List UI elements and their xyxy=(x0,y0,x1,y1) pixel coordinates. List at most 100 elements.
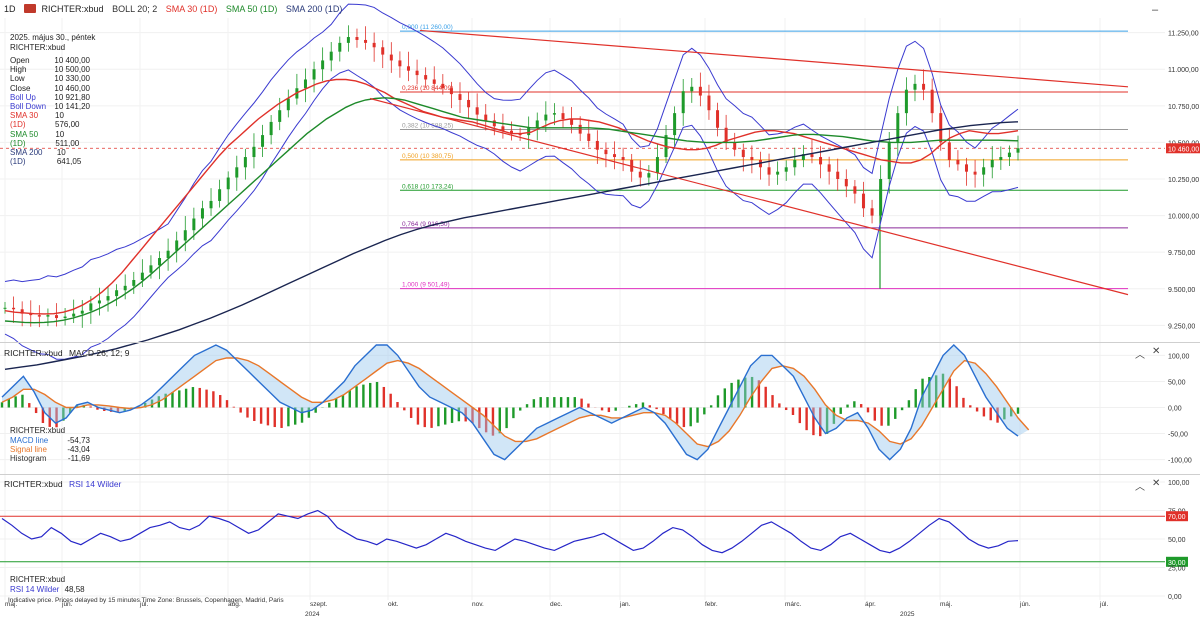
fib-label: 0,764 (9 916,50) xyxy=(402,221,450,228)
macd-histogram-bar xyxy=(778,403,781,408)
macd-histogram-bar xyxy=(491,407,495,436)
candle-body xyxy=(269,121,273,136)
candle-body xyxy=(638,171,642,178)
macd-collapse-button[interactable]: ︿ xyxy=(1135,350,1145,361)
ohlc-value: 10 921,80 xyxy=(54,92,90,102)
fib-label: 1,000 (9 501,49) xyxy=(402,282,450,289)
candle-body xyxy=(372,42,376,48)
ohlc-label: High xyxy=(10,65,27,75)
macd-histogram-bar xyxy=(894,407,897,419)
macd-axis-label: 50,00 xyxy=(1168,379,1186,386)
indicator-sma200[interactable]: SMA 200 (1D) xyxy=(285,4,343,14)
candle-body xyxy=(544,114,548,121)
macd-histogram-bar xyxy=(839,407,842,414)
rsi-threshold-tag xyxy=(1166,556,1188,567)
macd-histogram-bar xyxy=(716,395,720,408)
indicator-sma50[interactable]: SMA 50 (1D) xyxy=(225,4,278,14)
ohlc-row: Boll Down 10 141,20 xyxy=(10,102,90,111)
ohlc-value: 10 576,00 xyxy=(55,111,80,130)
macd-label: Signal line xyxy=(10,445,47,455)
candle-body xyxy=(63,316,67,319)
macd-histogram-bar xyxy=(975,407,979,412)
symbol-label[interactable]: RICHTER:xbud xyxy=(41,4,104,14)
price-axis-label: 10.000,00 xyxy=(1168,214,1199,221)
rsi-indicator-label[interactable]: RSI 14 Wilder xyxy=(68,479,122,489)
candle-body xyxy=(55,315,59,319)
macd-histogram-bar xyxy=(232,406,236,408)
macd-legend-symbol: RICHTER:xbud xyxy=(10,426,66,435)
candle-body xyxy=(46,315,50,317)
macd-histogram-bar xyxy=(587,403,590,408)
timeframe-label[interactable]: 1D xyxy=(4,4,16,14)
macd-histogram-bar xyxy=(866,407,870,413)
x-month-label: júl. xyxy=(139,601,149,608)
x-month-label: jan. xyxy=(619,601,631,608)
macd-fill xyxy=(2,345,1029,460)
macd-histogram-bar xyxy=(757,380,761,408)
macd-histogram-bar xyxy=(675,407,679,424)
macd-histogram-bar xyxy=(96,407,99,410)
panel-divider-rsi[interactable] xyxy=(0,474,1200,475)
ohlc-legend: Open 10 400,00 High 10 500,00 Low 10 330,00 Cl… xyxy=(10,56,90,166)
macd-close-button[interactable]: ✕ xyxy=(1152,346,1161,357)
x-month-label: júl. xyxy=(1099,601,1109,608)
macd-header: RICHTER:xbud MACD 26; 12; 9 xyxy=(4,348,129,358)
ohlc-value: 10 330,00 xyxy=(54,74,90,84)
indicator-sma30[interactable]: SMA 30 (1D) xyxy=(165,4,218,14)
candle-body xyxy=(776,171,780,175)
candle-body xyxy=(707,95,711,111)
macd-histogram-bar xyxy=(348,390,351,408)
macd-histogram-bar xyxy=(764,386,767,408)
rsi-collapse-button[interactable]: ︿ xyxy=(1135,482,1145,493)
x-month-label: máj. xyxy=(5,601,17,608)
minimize-button[interactable]: – xyxy=(1152,4,1159,16)
macd-histogram-bar xyxy=(819,407,822,437)
macd-axis-label: 100,00 xyxy=(1168,353,1190,360)
candle-body xyxy=(106,296,110,301)
macd-histogram-bar xyxy=(62,407,65,421)
macd-histogram-bar xyxy=(396,402,399,408)
macd-histogram-bar xyxy=(519,407,522,411)
macd-histogram-bar xyxy=(948,378,952,408)
macd-histogram-bar xyxy=(873,407,877,421)
candle-body xyxy=(312,69,316,80)
x-month-label: ápr. xyxy=(865,601,876,608)
candle-body xyxy=(990,159,994,168)
macd-indicator-label[interactable]: MACD 26; 12; 9 xyxy=(68,348,130,358)
macd-histogram-bar xyxy=(219,395,222,408)
candle-body xyxy=(767,167,771,175)
macd-histogram-bar xyxy=(471,407,474,424)
macd-histogram-bar xyxy=(171,392,174,408)
macd-histogram-bar xyxy=(744,377,747,408)
candle-body xyxy=(904,89,908,114)
macd-label: Histogram xyxy=(10,454,47,464)
candle-body xyxy=(406,66,410,71)
candle-body xyxy=(123,285,127,291)
x-year-label: 2024 xyxy=(305,611,320,618)
candle-body xyxy=(303,79,307,89)
ohlc-row: Boll Up 10 921,80 xyxy=(10,93,90,102)
macd-histogram-bar xyxy=(300,407,304,423)
candle-body xyxy=(158,258,162,266)
macd-axis-label: -50,00 xyxy=(1168,432,1188,439)
candle-body xyxy=(595,140,599,150)
bollinger-lower xyxy=(4,69,1019,360)
macd-histogram-bar xyxy=(771,395,774,408)
macd-histogram-bar xyxy=(89,406,92,408)
macd-histogram-bar xyxy=(648,405,651,408)
macd-histogram-bar xyxy=(825,407,829,434)
macd-histogram-bar xyxy=(791,407,795,415)
macd-histogram-bar xyxy=(730,382,733,408)
macd-histogram-bar xyxy=(798,407,801,424)
macd-axis-label: 0,00 xyxy=(1168,406,1182,413)
candle-body xyxy=(947,142,951,160)
panel-divider-macd[interactable] xyxy=(0,342,1200,343)
candle-body xyxy=(784,167,788,172)
indicator-boll[interactable]: BOLL 20; 2 xyxy=(112,4,158,14)
rsi-close-button[interactable]: ✕ xyxy=(1152,478,1161,489)
x-month-label: jún. xyxy=(61,601,73,608)
candle-body xyxy=(149,265,153,273)
macd-histogram-bar xyxy=(682,407,686,428)
macd-histogram-bar xyxy=(573,397,576,408)
price-axis-label: 11.250,00 xyxy=(1168,31,1199,38)
